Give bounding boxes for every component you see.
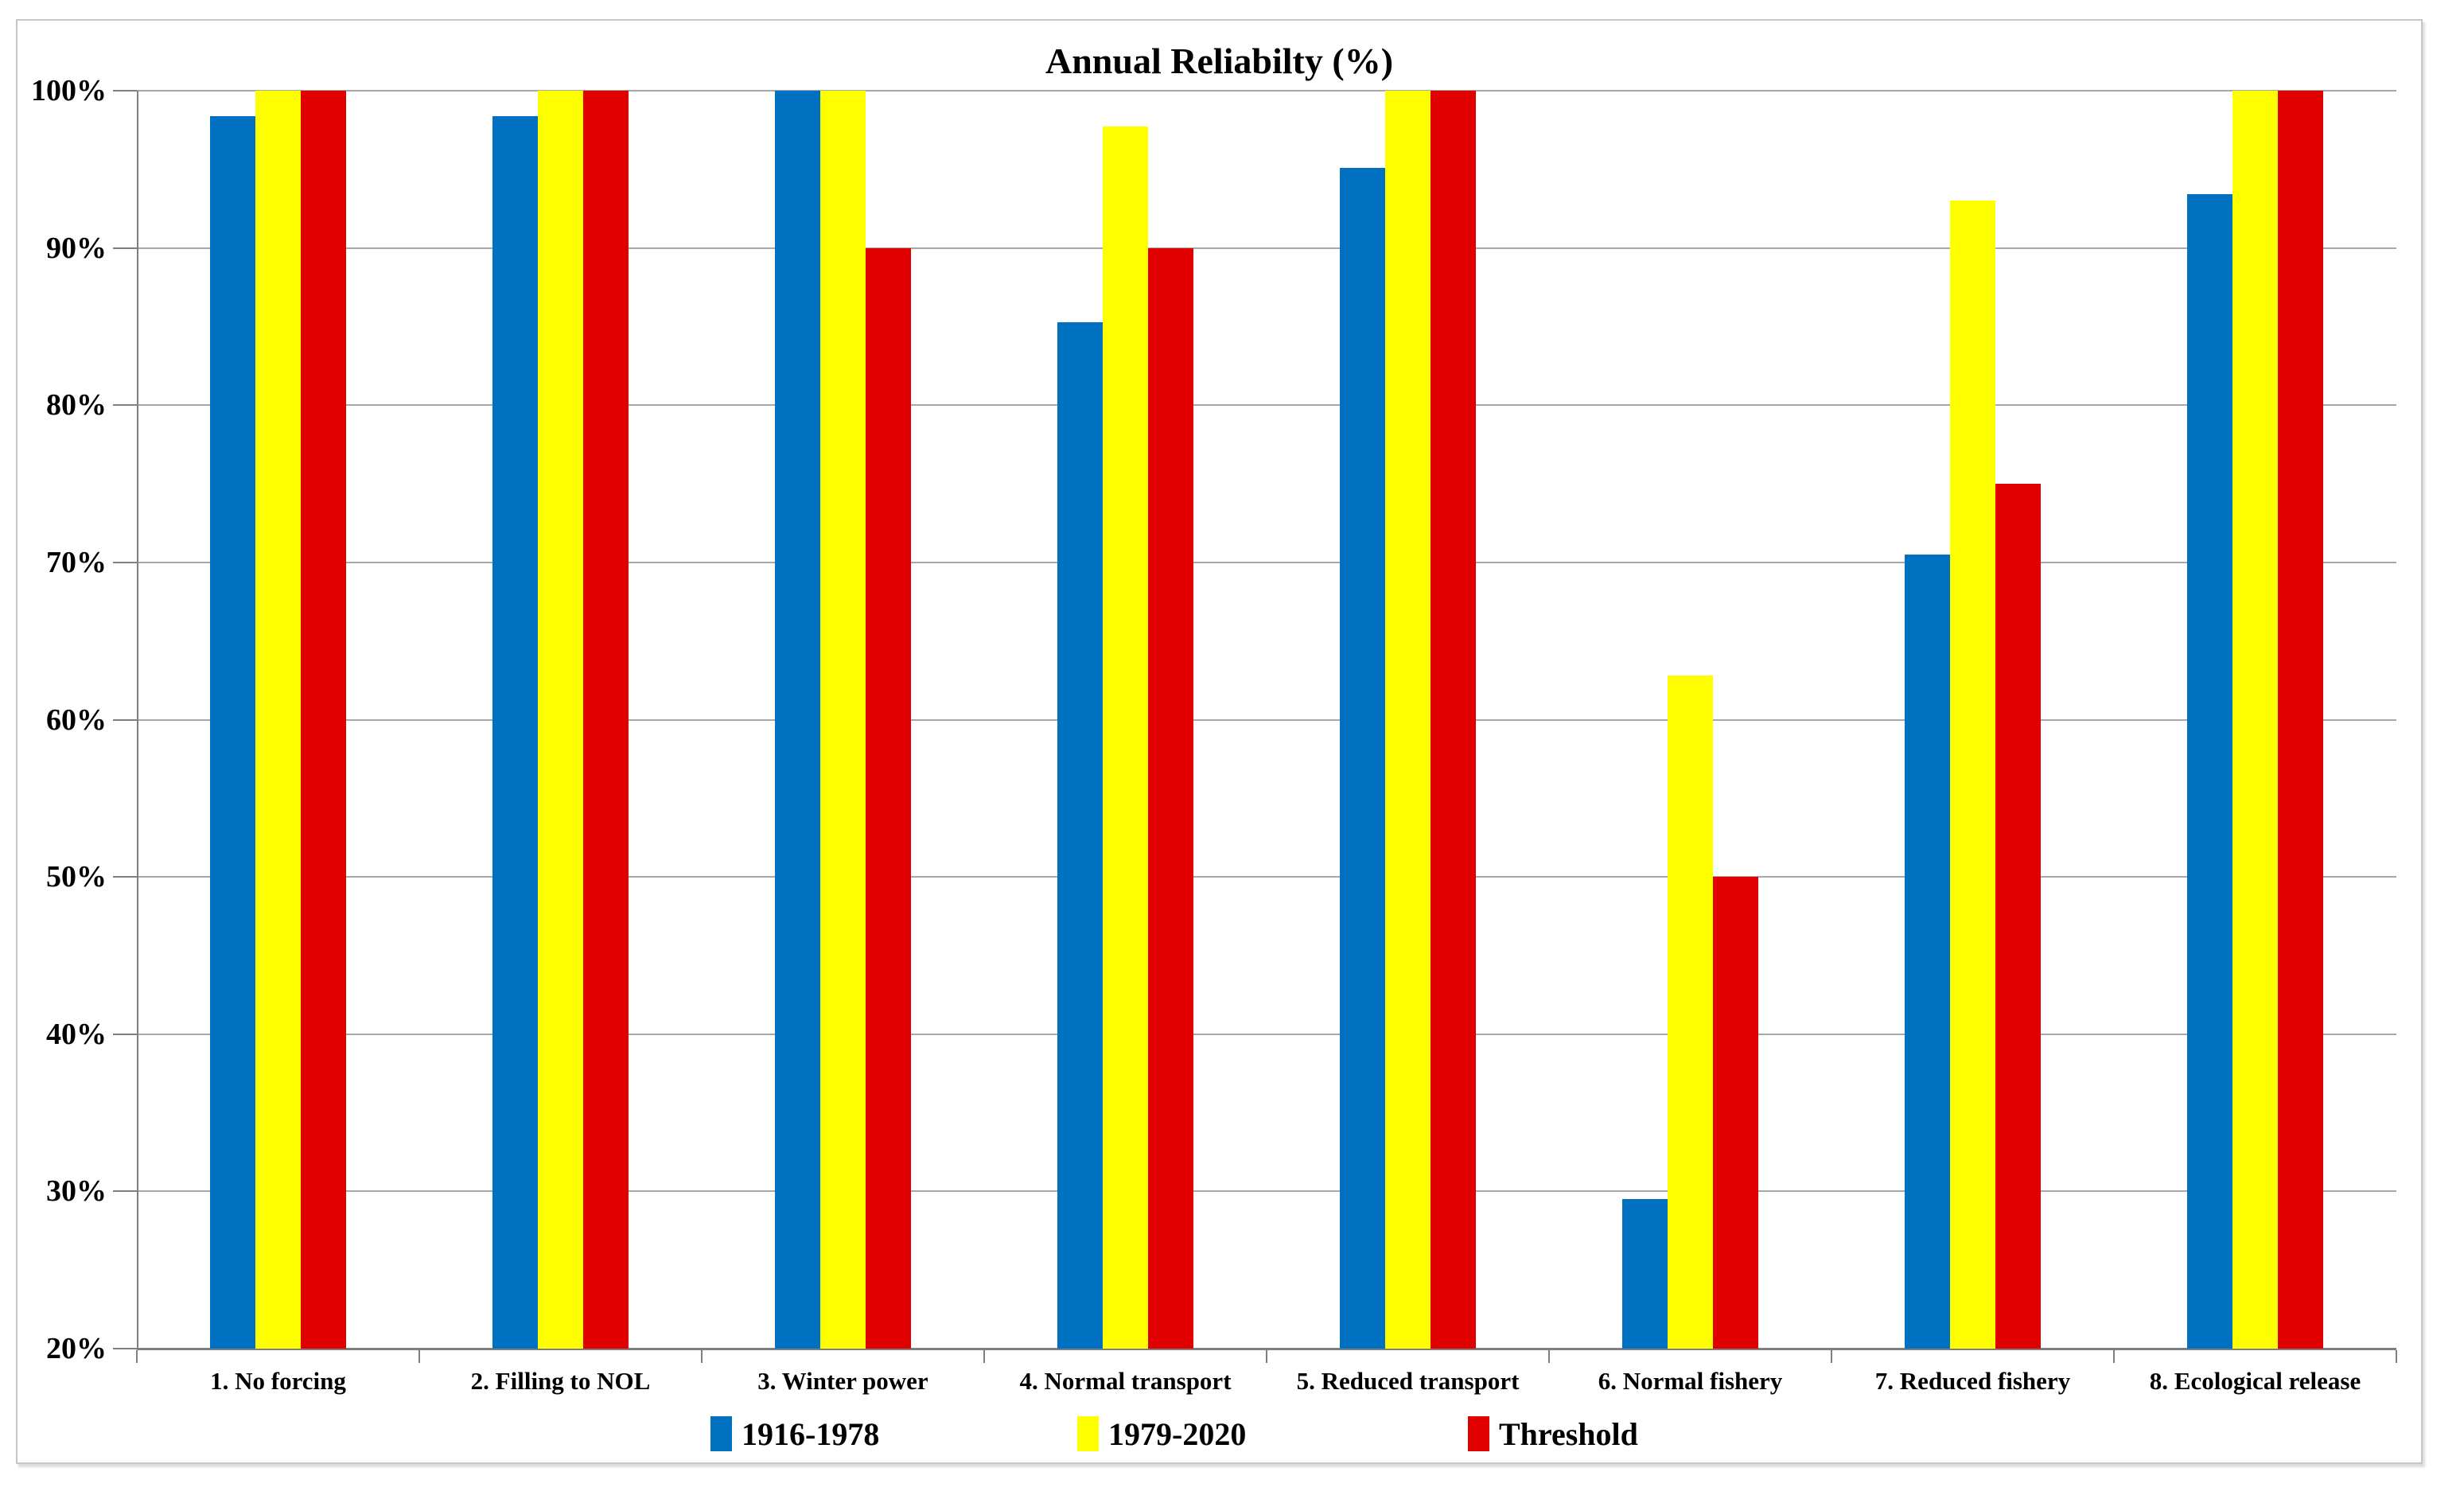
y-axis-tick — [113, 90, 137, 91]
bar-1916-1978-3. Winter power — [775, 91, 820, 1349]
category-boundary-tick — [1266, 1350, 1267, 1363]
y-axis-tick — [113, 1034, 137, 1035]
bar-Threshold-4. Normal transport — [1148, 248, 1193, 1349]
y-axis-tick — [113, 404, 137, 406]
bar-1979-2020-3. Winter power — [820, 91, 866, 1349]
y-axis-tick — [113, 876, 137, 878]
legend-item-1916-1978: 1916-1978 — [710, 1413, 879, 1454]
bar-1979-2020-4. Normal transport — [1103, 127, 1148, 1349]
bar-1979-2020-2. Filling to NOL — [538, 91, 583, 1349]
category-boundary-tick — [1831, 1350, 1832, 1363]
bar-1979-2020-5. Reduced transport — [1385, 91, 1431, 1349]
y-tick-label: 40% — [46, 1018, 107, 1051]
y-axis-tick — [113, 1190, 137, 1192]
legend-label: 1979-2020 — [1108, 1415, 1247, 1452]
bar-1916-1978-1. No forcing — [210, 116, 255, 1349]
legend-swatch-icon — [1468, 1416, 1489, 1451]
y-tick-label: 70% — [46, 546, 107, 579]
y-axis-tick — [113, 1348, 137, 1349]
gridline — [137, 1190, 2396, 1192]
bar-1979-2020-8. Ecological release — [2232, 91, 2278, 1349]
gridline — [137, 1034, 2396, 1035]
y-tick-label: 20% — [46, 1332, 107, 1365]
y-tick-label: 80% — [46, 388, 107, 422]
bar-1916-1978-5. Reduced transport — [1340, 168, 1385, 1349]
y-tick-label: 30% — [46, 1174, 107, 1208]
bar-1916-1978-2. Filling to NOL — [492, 116, 538, 1349]
category-label: 7. Reduced fishery — [1874, 1367, 2071, 1395]
bar-1979-2020-6. Normal fishery — [1668, 676, 1713, 1349]
legend-item-Threshold: Threshold — [1468, 1413, 1638, 1454]
gridline — [137, 719, 2396, 721]
legend-swatch-icon — [1077, 1416, 1099, 1451]
category-boundary-tick — [418, 1350, 420, 1363]
category-label: 5. Reduced transport — [1296, 1367, 1520, 1395]
chart-figure: Annual Reliabilty (%) 100% 90% 80% 70% 60% 50… — [16, 19, 2423, 1464]
y-axis-line — [137, 91, 138, 1350]
gridline — [137, 562, 2396, 563]
gridline — [137, 90, 2396, 91]
bar-1979-2020-7. Reduced fishery — [1950, 201, 1995, 1349]
bar-1916-1978-7. Reduced fishery — [1905, 555, 1950, 1349]
y-axis-tick — [113, 719, 137, 721]
legend: 1916-1978 1979-2020 Threshold — [0, 1413, 2464, 1454]
y-tick-label: 50% — [46, 860, 107, 894]
bar-1916-1978-4. Normal transport — [1057, 322, 1103, 1349]
category-label: 3. Winter power — [757, 1367, 928, 1395]
category-boundary-tick — [983, 1350, 985, 1363]
gridline — [137, 404, 2396, 406]
category-label: 1. No forcing — [210, 1367, 346, 1395]
category-boundary-tick — [2396, 1350, 2397, 1363]
category-boundary-tick — [701, 1350, 703, 1363]
gridline — [137, 247, 2396, 249]
bar-Threshold-1. No forcing — [301, 91, 346, 1349]
bar-1916-1978-6. Normal fishery — [1622, 1199, 1668, 1349]
category-label: 8. Ecological release — [2149, 1367, 2361, 1395]
bar-Threshold-8. Ecological release — [2278, 91, 2323, 1349]
plot-area: 100% 90% 80% 70% 60% 50% 40% 30% 20% 1. No forci… — [31, 74, 2397, 1395]
y-axis-tick — [113, 562, 137, 563]
legend-label: 1916-1978 — [742, 1415, 880, 1452]
y-tick-label: 90% — [46, 232, 107, 265]
y-tick-label: 60% — [46, 703, 107, 737]
bar-1979-2020-1. No forcing — [255, 91, 301, 1349]
chart-title: Annual Reliabilty (%) — [1045, 41, 1394, 81]
gridline — [137, 876, 2396, 878]
bar-1916-1978-8. Ecological release — [2187, 194, 2232, 1349]
bar-Threshold-3. Winter power — [866, 248, 911, 1349]
bar-Threshold-7. Reduced fishery — [1995, 484, 2041, 1349]
category-label: 2. Filling to NOL — [470, 1367, 651, 1395]
category-label: 6. Normal fishery — [1598, 1367, 1783, 1395]
legend-swatch-icon — [710, 1416, 732, 1451]
legend-item-1979-2020: 1979-2020 — [1077, 1413, 1246, 1454]
bar-Threshold-5. Reduced transport — [1431, 91, 1476, 1349]
x-axis-line — [137, 1348, 2396, 1350]
category-boundary-tick — [136, 1350, 138, 1363]
y-axis-tick — [113, 247, 137, 249]
bar-Threshold-2. Filling to NOL — [583, 91, 629, 1349]
category-boundary-tick — [1548, 1350, 1550, 1363]
category-label: 4. Normal transport — [1019, 1367, 1232, 1395]
legend-label: Threshold — [1499, 1415, 1638, 1452]
category-boundary-tick — [2113, 1350, 2115, 1363]
y-tick-label: 100% — [31, 74, 107, 107]
bar-Threshold-6. Normal fishery — [1713, 877, 1758, 1349]
